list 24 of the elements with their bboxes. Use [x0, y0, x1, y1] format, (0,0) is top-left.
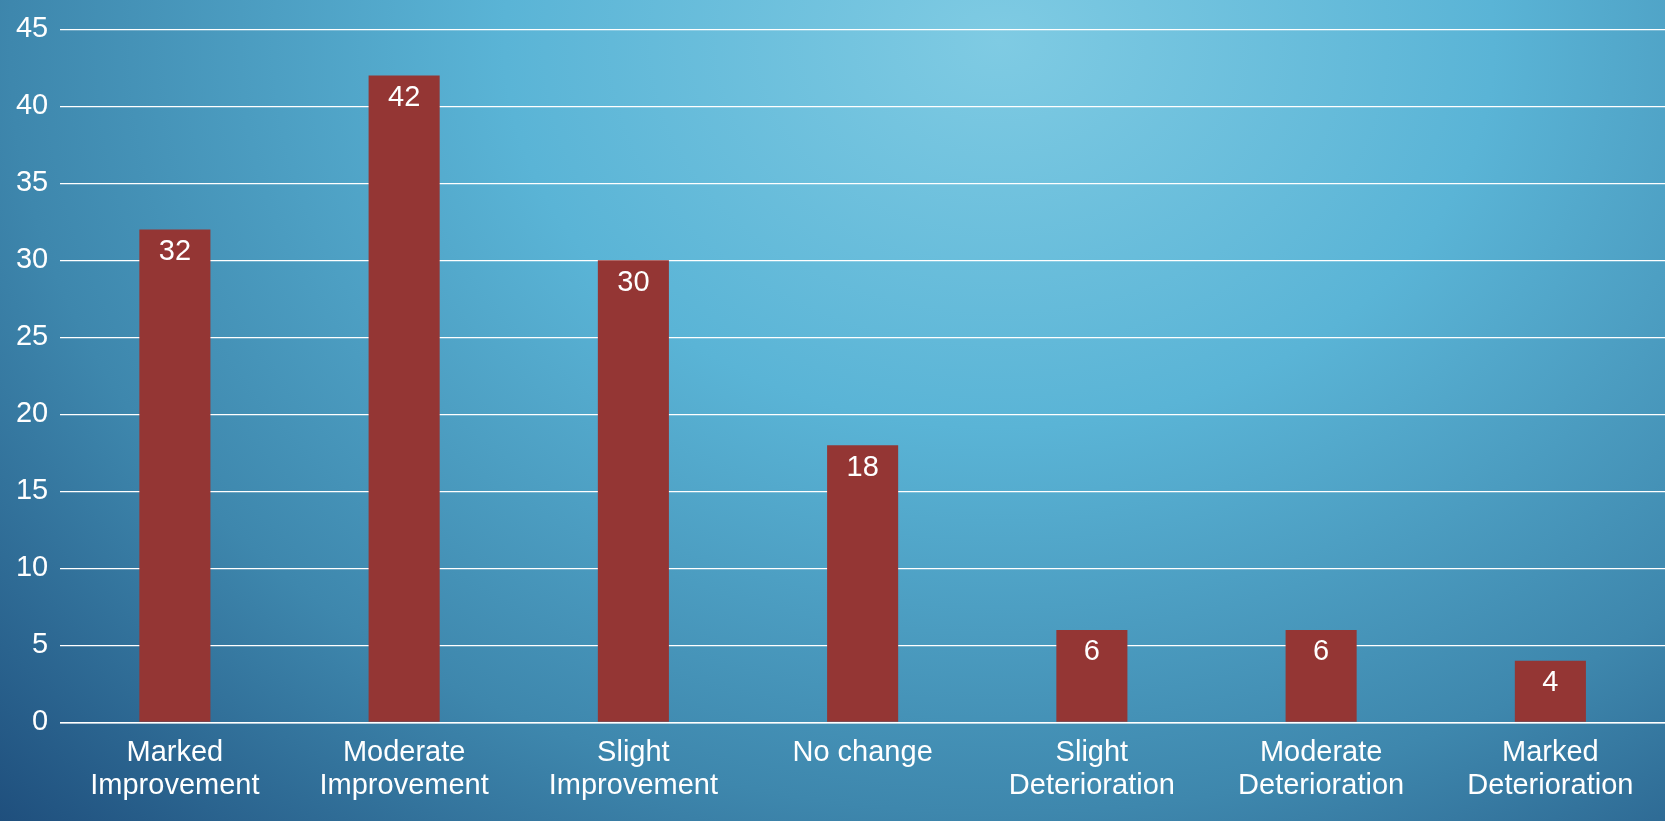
- y-tick-label: 30: [15, 242, 49, 275]
- y-tick-label: 25: [15, 319, 49, 352]
- data-label: 4: [1542, 665, 1559, 698]
- y-tick-label: 10: [15, 550, 49, 583]
- data-label: 42: [388, 80, 421, 113]
- y-tick-label: 0: [32, 704, 49, 737]
- x-tick-label: Marked Improvement: [90, 734, 260, 801]
- x-tick-label: Moderate Improvement: [319, 734, 489, 801]
- x-tick-label: Moderate Deterioration: [1238, 734, 1405, 801]
- x-tick-label: Marked Deterioration: [1467, 734, 1634, 801]
- y-tick-label: 20: [15, 396, 49, 429]
- y-tick-label: 15: [15, 473, 49, 506]
- data-label: 6: [1083, 634, 1100, 667]
- y-tick-label: 40: [15, 88, 49, 121]
- data-label: 30: [617, 264, 650, 297]
- y-tick-label: 45: [15, 11, 49, 44]
- y-tick-label: 5: [32, 627, 49, 660]
- data-label: 6: [1313, 634, 1330, 667]
- x-tick-label: Slight Deterioration: [1008, 734, 1175, 801]
- x-tick-label: No change: [792, 734, 933, 767]
- y-tick-label: 35: [15, 165, 49, 198]
- x-tick-label: Slight Improvement: [548, 734, 718, 801]
- data-label: 32: [158, 234, 192, 267]
- data-label: 18: [846, 449, 879, 482]
